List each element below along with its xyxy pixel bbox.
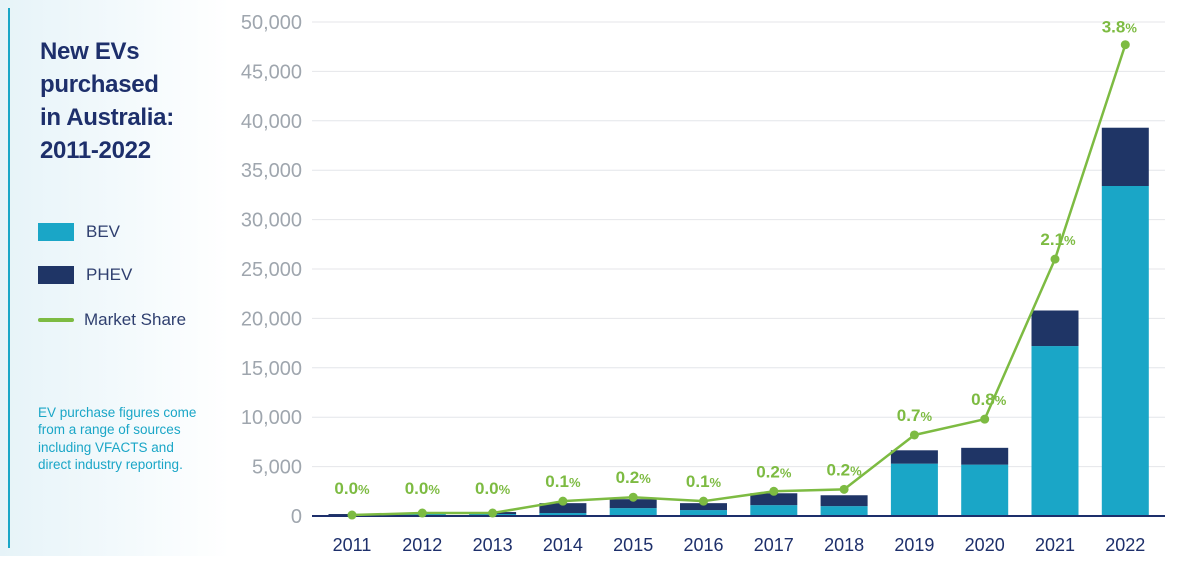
bar-bev bbox=[1101, 186, 1149, 516]
y-tick-label: 40,000 bbox=[241, 111, 302, 133]
x-tick-label: 2015 bbox=[613, 535, 653, 555]
bar-phev bbox=[1101, 127, 1149, 187]
market-share-label: 0.2% bbox=[616, 468, 652, 487]
market-share-label: 0.0% bbox=[334, 479, 370, 498]
y-tick-label: 25,000 bbox=[241, 259, 302, 281]
bar-bev bbox=[539, 513, 587, 516]
x-tick-label: 2013 bbox=[473, 535, 513, 555]
x-tick-label: 2016 bbox=[683, 535, 723, 555]
market-share-label: 3.8% bbox=[1102, 18, 1138, 37]
x-tick-label: 2022 bbox=[1105, 535, 1145, 555]
market-share-label: 0.2% bbox=[826, 460, 862, 479]
x-tick-label: 2014 bbox=[543, 535, 583, 555]
x-tick-label: 2017 bbox=[754, 535, 794, 555]
market-share-point bbox=[1120, 40, 1130, 50]
bar-bev bbox=[750, 505, 798, 516]
footnote: EV purchase figures come from a range of… bbox=[38, 405, 197, 472]
market-share-label: 0.0% bbox=[405, 479, 441, 498]
bev-swatch bbox=[38, 223, 74, 241]
x-tick-label: 2019 bbox=[894, 535, 934, 555]
market-share-label: 0.1% bbox=[545, 472, 581, 491]
market-share-point bbox=[699, 496, 708, 506]
bar-phev bbox=[680, 503, 727, 511]
y-tick-label: 20,000 bbox=[241, 308, 302, 330]
market-share-line bbox=[351, 44, 1127, 517]
y-tick-label: 45,000 bbox=[241, 61, 302, 83]
y-tick-label: 0 bbox=[291, 506, 302, 528]
bar-bev bbox=[890, 463, 938, 516]
legend-label-bev: BEV bbox=[86, 222, 121, 241]
market-share-point bbox=[488, 508, 498, 518]
y-tick-label: 10,000 bbox=[241, 407, 302, 429]
y-tick-label: 5,000 bbox=[252, 457, 302, 479]
legend-label-market-share: Market Share bbox=[84, 310, 187, 329]
market-share-point bbox=[628, 492, 638, 502]
market-share-point bbox=[980, 414, 990, 424]
market-share-label: 2.1% bbox=[1040, 230, 1076, 249]
bar-bev bbox=[820, 506, 868, 516]
chart-title: New EVs purchased in Australia: 2011-202… bbox=[40, 38, 174, 164]
legend-label-phev: PHEV bbox=[86, 265, 133, 284]
market-share-point bbox=[839, 484, 849, 494]
legend-item-phev: PHEV bbox=[38, 265, 228, 285]
market-share-point bbox=[769, 486, 779, 496]
market-share-point bbox=[347, 510, 357, 520]
x-tick-label: 2021 bbox=[1035, 535, 1075, 555]
x-tick-label: 2011 bbox=[333, 535, 372, 555]
bar-phev bbox=[1031, 310, 1079, 347]
bar-phev bbox=[890, 450, 938, 464]
y-tick-label: 35,000 bbox=[241, 160, 302, 182]
market-share-point bbox=[1050, 254, 1060, 264]
market-share-swatch bbox=[38, 318, 74, 322]
bar-phev bbox=[961, 447, 1009, 465]
side-panel: New EVs purchased in Australia: 2011-202… bbox=[0, 0, 230, 556]
bar-phev bbox=[609, 499, 657, 509]
x-tick-label: 2020 bbox=[965, 535, 1005, 555]
market-share-label: 0.1% bbox=[686, 472, 722, 491]
y-tick-label: 30,000 bbox=[241, 210, 302, 232]
x-tick-label: 2012 bbox=[402, 535, 442, 555]
phev-swatch bbox=[38, 266, 74, 284]
bar-bev bbox=[1031, 346, 1079, 516]
market-share-label: 0.2% bbox=[756, 462, 792, 481]
market-share-point bbox=[417, 508, 427, 518]
legend-item-bev: BEV bbox=[38, 222, 228, 242]
bar-phev bbox=[539, 503, 587, 514]
bar-bev bbox=[961, 464, 1009, 516]
legend-item-market-share: Market Share bbox=[38, 310, 228, 330]
market-share-label: 0.0% bbox=[475, 479, 511, 498]
market-share-point bbox=[558, 496, 568, 506]
market-share-label: 0.7% bbox=[897, 406, 933, 425]
x-tick-label: 2018 bbox=[824, 535, 864, 555]
y-tick-label: 50,000 bbox=[241, 12, 302, 34]
bar-bev bbox=[609, 508, 657, 516]
accent-rule bbox=[8, 8, 10, 548]
bar-phev bbox=[820, 495, 868, 507]
market-share-point bbox=[909, 430, 919, 440]
y-tick-label: 15,000 bbox=[241, 358, 302, 380]
market-share-label: 0.8% bbox=[971, 390, 1007, 409]
bar-phev bbox=[750, 493, 798, 506]
bar-bev bbox=[680, 510, 727, 516]
